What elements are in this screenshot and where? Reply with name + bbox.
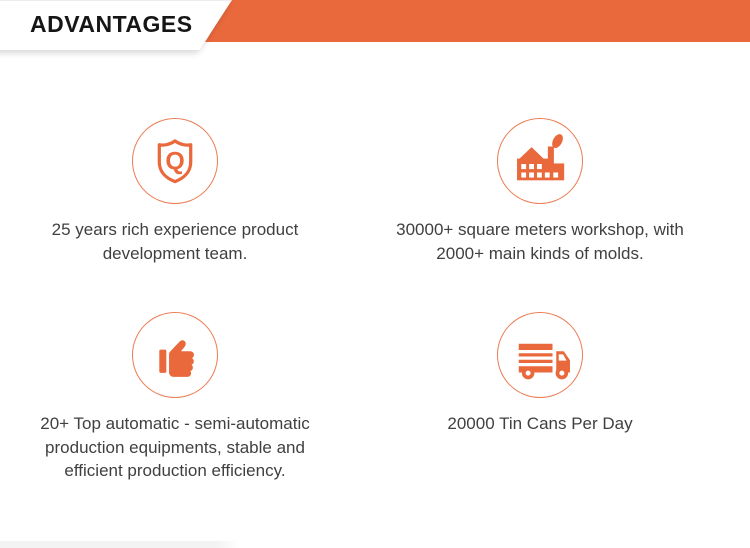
icon-circle <box>497 312 583 398</box>
advantage-card-workshop: 30000+ square meters workshop, with 2000… <box>355 118 725 265</box>
section-title: ADVANTAGES <box>30 11 193 37</box>
advantage-caption: 25 years rich experience product develop… <box>0 218 350 265</box>
caption-line: 25 years rich experience product <box>51 220 299 239</box>
caption-line: 20000 Tin Cans Per Day <box>447 414 633 433</box>
caption-line: development team. <box>102 243 248 263</box>
advantage-caption: 30000+ square meters workshop, with 2000… <box>355 218 725 265</box>
advantage-caption: 20+ Top automatic - semi-automatic produ… <box>0 412 350 483</box>
advantage-card-equipment: 20+ Top automatic - semi-automatic produ… <box>0 312 350 483</box>
delivery-truck-icon <box>514 343 570 380</box>
caption-line: production equipments, stable and <box>45 437 305 457</box>
header-orange-banner <box>205 0 750 42</box>
caption-line: 2000+ main kinds of molds. <box>436 243 644 263</box>
thumbs-up-icon <box>159 340 194 377</box>
factory-icon <box>517 134 565 181</box>
caption-line: efficient production efficiency. <box>64 461 286 480</box>
advantage-caption: 20000 Tin Cans Per Day <box>355 412 725 436</box>
next-section-edge <box>0 541 240 548</box>
icon-circle <box>497 118 583 204</box>
advantage-card-experience: Q 25 years rich experience product devel… <box>0 118 350 265</box>
svg-text:Q: Q <box>165 148 184 176</box>
caption-line: 30000+ square meters workshop, with <box>396 220 684 239</box>
caption-line: 20+ Top automatic - semi-automatic <box>40 414 310 433</box>
icon-circle <box>132 312 218 398</box>
quality-shield-icon: Q <box>157 139 193 184</box>
icon-circle: Q <box>132 118 218 204</box>
advantage-card-capacity: 20000 Tin Cans Per Day <box>355 312 725 436</box>
